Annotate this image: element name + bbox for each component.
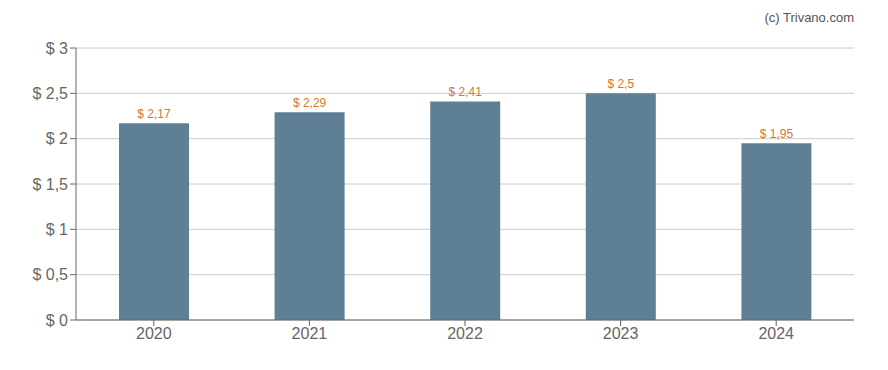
svg-text:$ 2,5: $ 2,5 — [32, 85, 68, 102]
svg-text:2022: 2022 — [447, 325, 483, 342]
svg-text:$ 2,29: $ 2,29 — [293, 96, 327, 110]
svg-text:$ 1,95: $ 1,95 — [760, 127, 794, 141]
svg-text:2021: 2021 — [292, 325, 328, 342]
svg-text:$ 1,5: $ 1,5 — [32, 176, 68, 193]
svg-text:$ 2: $ 2 — [46, 130, 68, 147]
svg-text:$ 1: $ 1 — [46, 221, 68, 238]
svg-text:$ 0,5: $ 0,5 — [32, 266, 68, 283]
html-text:(c) Trivano.com: (c) Trivano.com — [764, 10, 854, 25]
svg-text:$ 2,17: $ 2,17 — [137, 107, 171, 121]
svg-text:$ 3: $ 3 — [46, 40, 68, 57]
svg-text:$ 0: $ 0 — [46, 312, 68, 329]
svg-text:2023: 2023 — [603, 325, 639, 342]
svg-text:2024: 2024 — [758, 325, 794, 342]
svg-text:2020: 2020 — [136, 325, 172, 342]
svg-text:$ 2,41: $ 2,41 — [449, 85, 483, 99]
svg-text:$ 2,5: $ 2,5 — [607, 77, 634, 91]
